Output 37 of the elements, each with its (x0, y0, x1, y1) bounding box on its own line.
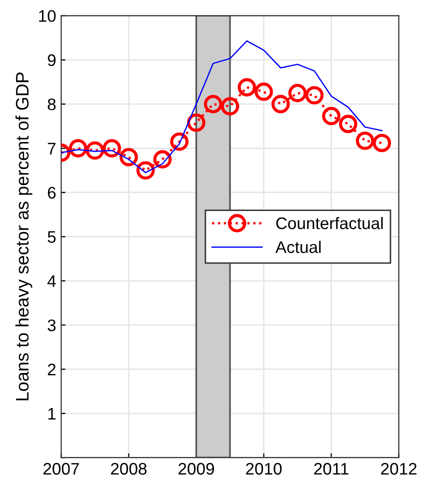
x-tick-label: 2007 (43, 462, 79, 475)
x-tick-label: 2009 (178, 462, 214, 475)
point (372, 134, 392, 152)
x-tick-label: 2010 (246, 462, 282, 475)
point (86, 141, 104, 160)
point (254, 82, 273, 101)
y-tick-label: 9 (48, 54, 56, 66)
y-tick-label: 8 (48, 98, 56, 110)
y-axis-title: Loans to heavy sector as percent of GDP (15, 72, 32, 400)
y-tick-label: 10 (39, 10, 56, 22)
y-tick-label: 5 (48, 231, 56, 243)
point (170, 132, 189, 151)
point (271, 94, 290, 114)
point (120, 148, 138, 166)
point (220, 97, 240, 116)
point (322, 106, 340, 126)
x-tick-label: 2011 (314, 462, 348, 475)
x-tick-label: 2012 (381, 462, 416, 475)
legend-label: Counterfactual (276, 216, 383, 230)
point (288, 84, 307, 102)
y-tick-label: 7 (48, 142, 56, 154)
y-tick-label: 4 (47, 275, 56, 287)
legend-label: Actual (275, 240, 321, 254)
point (153, 150, 172, 168)
point (204, 94, 222, 114)
point (356, 132, 374, 150)
x-tick-label: 2008 (111, 462, 147, 475)
y-tick-label: 1 (48, 408, 56, 420)
point (338, 114, 358, 134)
point (68, 139, 88, 158)
y-tick-label: 3 (48, 319, 56, 332)
y-tick-label: 6 (48, 186, 56, 199)
point (102, 139, 121, 158)
point (136, 161, 155, 180)
point (305, 86, 324, 104)
y-tick-label: 2 (48, 364, 56, 376)
point (238, 78, 256, 96)
